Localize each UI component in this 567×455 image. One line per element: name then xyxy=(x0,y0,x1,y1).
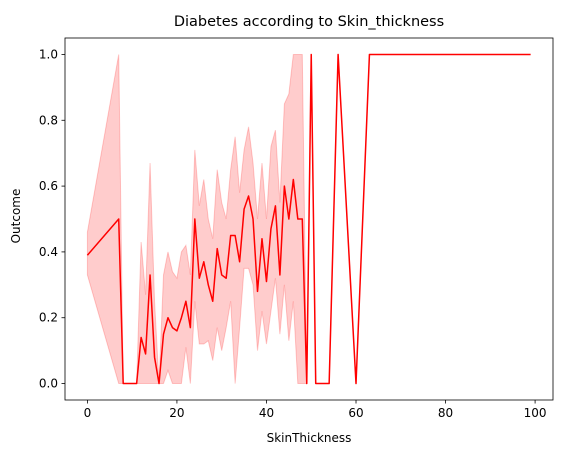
chart-title: Diabetes according to Skin_thickness xyxy=(174,14,444,30)
x-tick-label: 20 xyxy=(169,406,184,420)
y-tick-label: 1.0 xyxy=(39,47,58,61)
x-tick-label: 80 xyxy=(438,406,453,420)
y-tick-label: 0.4 xyxy=(39,245,58,259)
x-tick-label: 40 xyxy=(259,406,274,420)
x-tick-label: 0 xyxy=(84,406,92,420)
x-axis-title: SkinThickness xyxy=(267,431,352,445)
y-tick-label: 0.0 xyxy=(39,377,58,391)
x-tick-label: 60 xyxy=(348,406,363,420)
y-tick-label: 0.2 xyxy=(39,311,58,325)
y-tick-label: 0.8 xyxy=(39,113,58,127)
y-axis-title: Outcome xyxy=(9,189,23,244)
y-tick-label: 0.6 xyxy=(39,179,58,193)
plot-area xyxy=(86,53,531,385)
series-line xyxy=(86,53,531,385)
axes-frame xyxy=(64,37,554,401)
x-tick-label: 100 xyxy=(524,406,547,420)
axes: 0 20 40 60 80 100 0.0 0.2 0.4 0.6 0.8 1.0 xyxy=(39,37,554,420)
